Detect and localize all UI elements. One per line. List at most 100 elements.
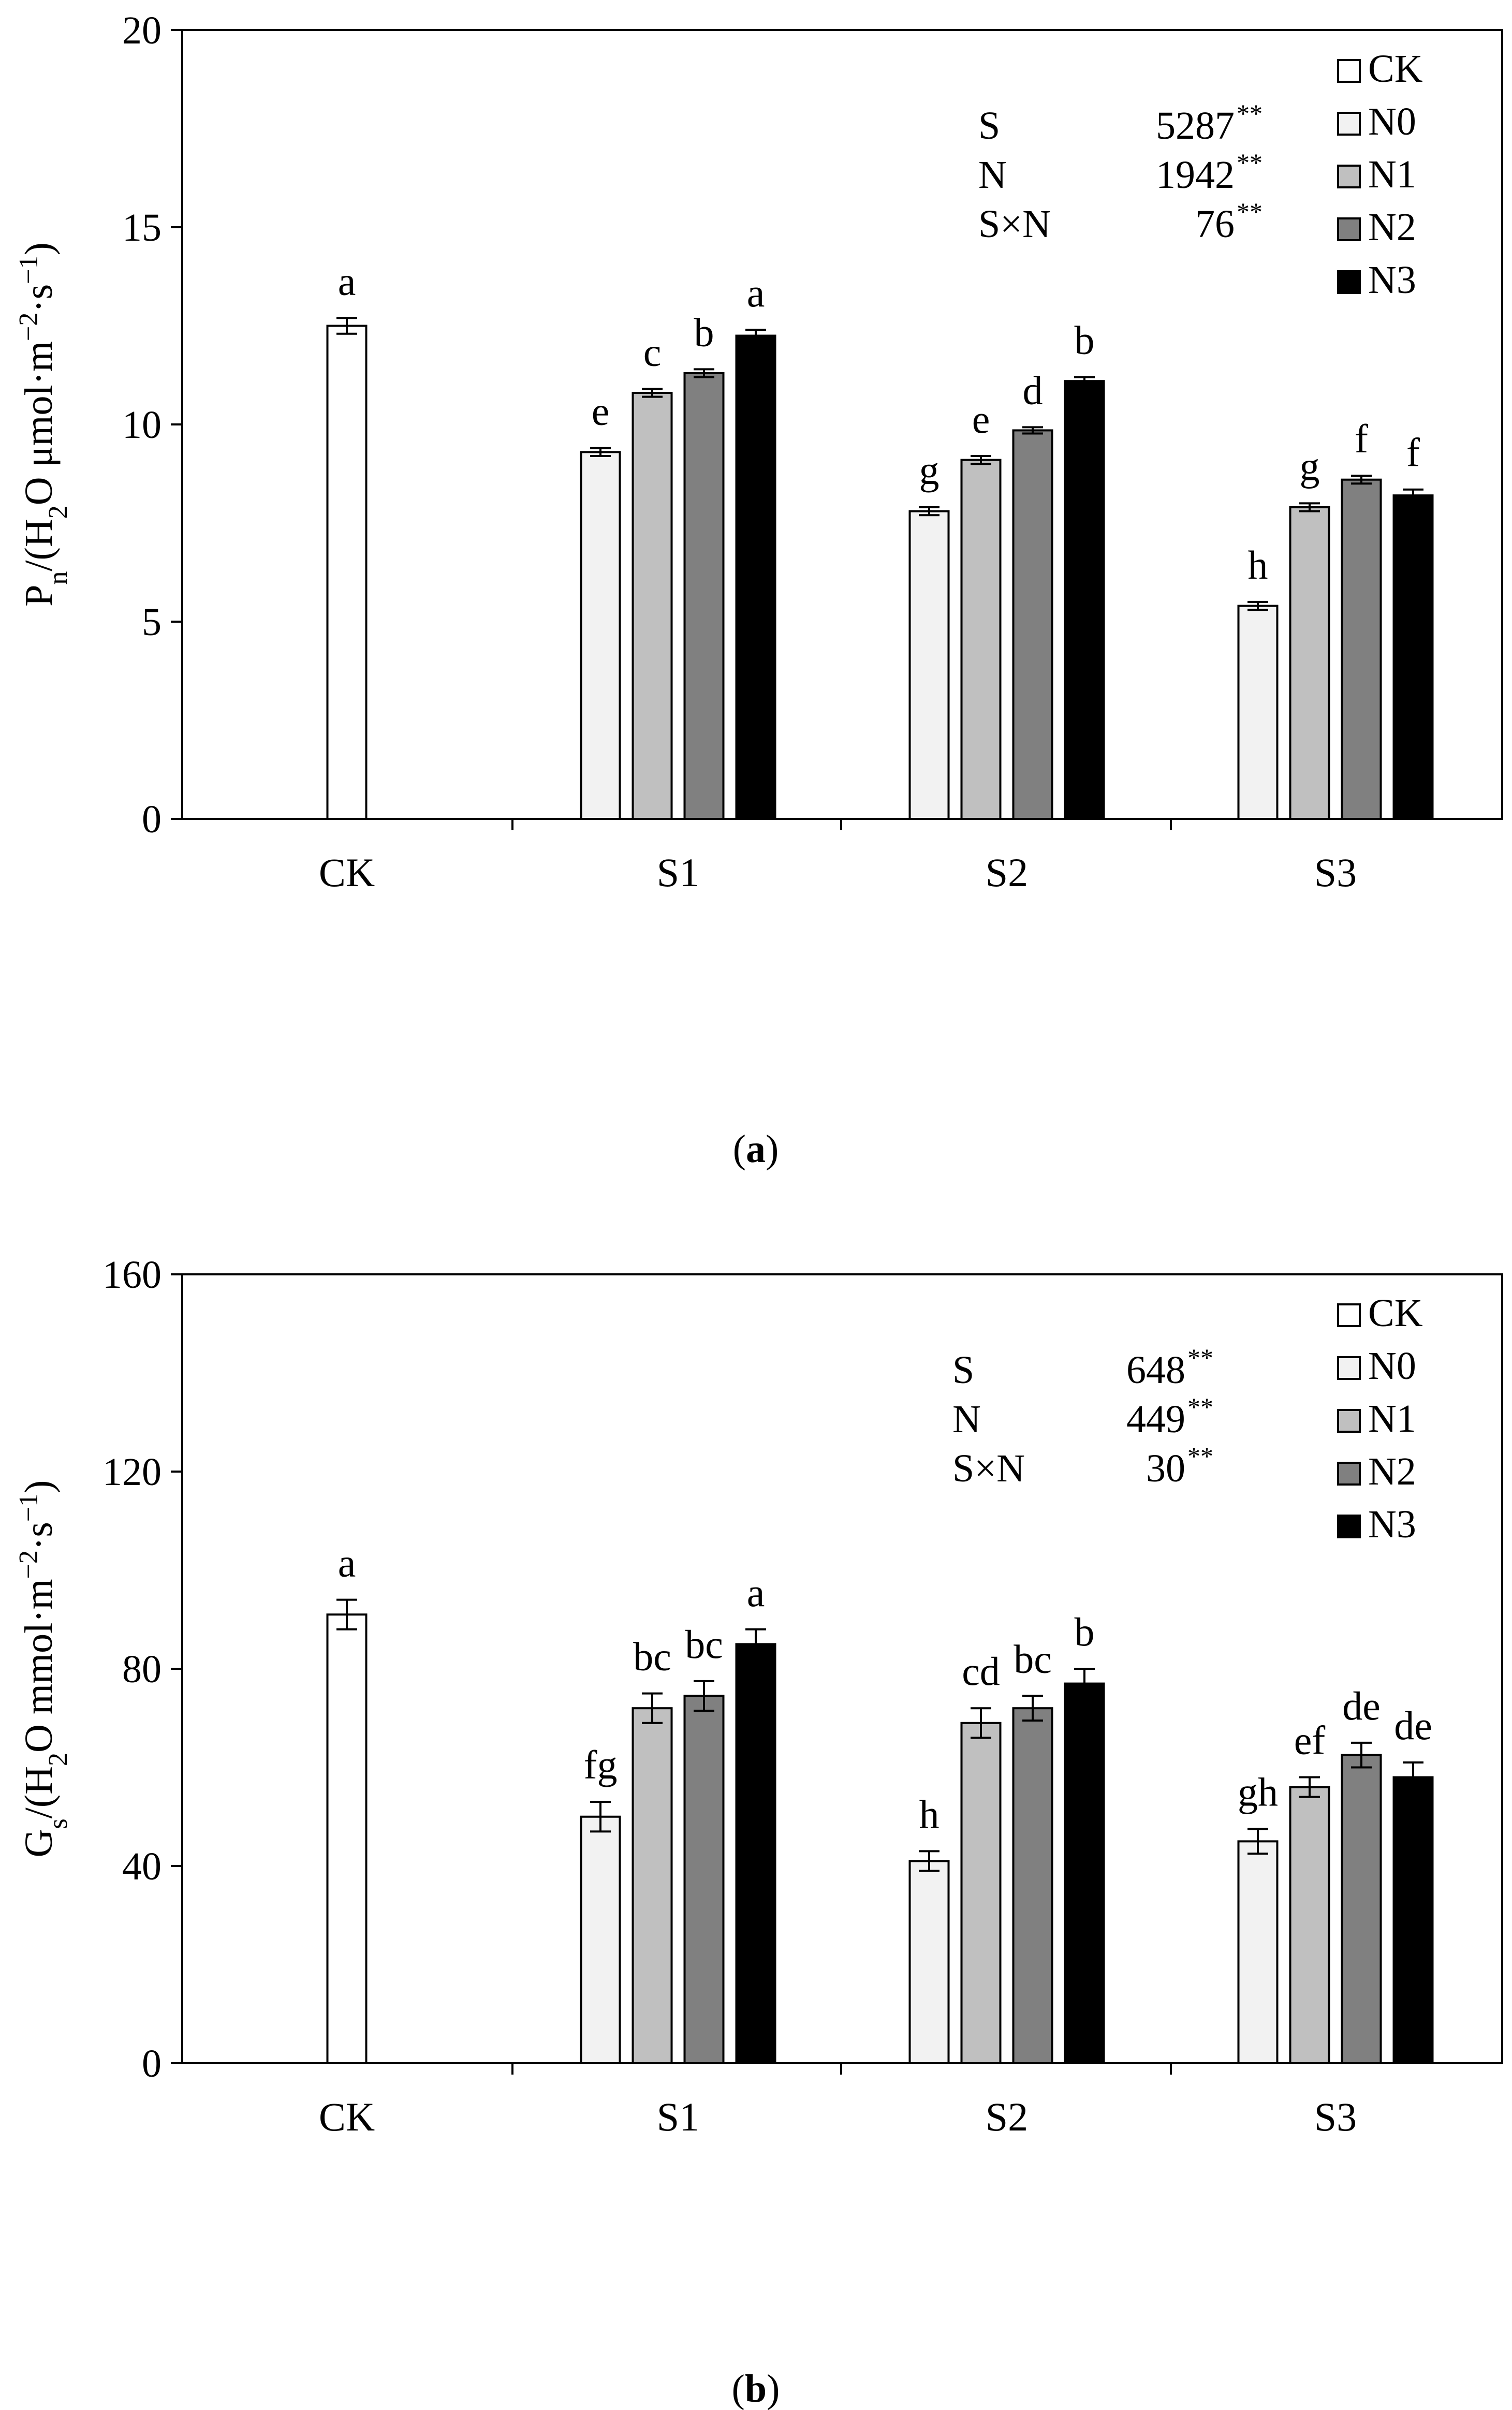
significance-letter: c (643, 329, 662, 374)
bar-N0-S3 (1237, 1840, 1279, 2064)
y-tick-label: 40 (122, 1845, 162, 1888)
significance-letter: h (919, 1791, 940, 1836)
bar-N2-S2 (1012, 1707, 1053, 2064)
significance-letter: h (1248, 542, 1268, 587)
stat-significance: ** (1187, 1343, 1213, 1372)
stat-value: 76 (1195, 202, 1235, 246)
stat-value: 449 (1126, 1398, 1185, 1441)
bar-CK-CK (326, 325, 368, 820)
legend-label-N2: N2 (1368, 205, 1416, 249)
bar-N1-S2 (960, 459, 1002, 820)
significance-letter: g (1300, 444, 1320, 489)
significance-letter: f (1406, 430, 1420, 475)
stat-label: S×N (978, 202, 1051, 246)
x-category-label: S1 (657, 2094, 699, 2139)
significance-letter: bc (1014, 1636, 1052, 1681)
stat-value: 5287 (1156, 104, 1235, 148)
legend-label-N3: N3 (1368, 258, 1416, 302)
significance-letter: cd (962, 1649, 1000, 1694)
y-tick-label: 10 (122, 403, 162, 447)
y-tick-label: 0 (142, 2042, 162, 2085)
legend-label-N2: N2 (1368, 1450, 1416, 1493)
bar-N1-S3 (1289, 1786, 1330, 2065)
significance-letter: bc (633, 1634, 671, 1679)
stat-label: N (952, 1398, 981, 1441)
significance-letter: b (1075, 1609, 1095, 1654)
significance-letter: a (338, 258, 356, 303)
bar-N0-S2 (908, 1860, 950, 2065)
x-category-label: S3 (1314, 2094, 1357, 2139)
legend-swatch-N1 (1337, 1409, 1361, 1433)
bar-N3-S3 (1392, 1776, 1434, 2065)
significance-letter: g (919, 448, 940, 493)
x-category-label: S3 (1314, 850, 1357, 895)
bar-CK-CK (326, 1613, 368, 2065)
bar-N0-S1 (580, 451, 621, 820)
y-tick-label: 160 (102, 1253, 162, 1297)
significance-letter: gh (1238, 1770, 1278, 1815)
significance-letter: b (694, 310, 714, 355)
y-tick-label: 5 (142, 600, 162, 644)
significance-letter: a (747, 1570, 765, 1615)
panel-caption-a: (a) (733, 1127, 779, 1171)
stat-label: S (952, 1348, 974, 1392)
legend-label-N0: N0 (1368, 100, 1416, 143)
legend-swatch-CK (1337, 1303, 1361, 1327)
stat-label: S (978, 104, 1000, 148)
bar-N3-S2 (1064, 1682, 1105, 2064)
bar-N1-S1 (632, 392, 673, 820)
legend-label-N3: N3 (1368, 1503, 1416, 1546)
legend-label-N1: N1 (1368, 153, 1416, 196)
bar-N0-S3 (1237, 605, 1279, 820)
x-category-label: CK (319, 2094, 375, 2139)
stat-significance: ** (1237, 99, 1263, 128)
significance-letter: e (972, 396, 990, 442)
bar-N2-S3 (1341, 478, 1382, 820)
legend-swatch-N0 (1337, 1356, 1361, 1380)
bar-N0-S2 (908, 510, 950, 820)
stat-significance: ** (1187, 1392, 1213, 1421)
significance-letter: fg (584, 1742, 618, 1787)
significance-letter: a (338, 1540, 356, 1585)
x-category-label: S2 (986, 850, 1028, 895)
bar-N1-S1 (632, 1707, 673, 2064)
bar-N1-S2 (960, 1722, 1002, 2064)
bar-N1-S3 (1289, 506, 1330, 820)
x-category-label: S2 (986, 2094, 1028, 2139)
stat-label: S×N (952, 1447, 1025, 1490)
legend-swatch-N2 (1337, 217, 1361, 241)
bar-N3-S2 (1064, 380, 1105, 820)
legend-swatch-N2 (1337, 1462, 1361, 1486)
significance-letter: a (747, 270, 765, 315)
legend-label-CK: CK (1368, 47, 1423, 91)
legend-swatch-N0 (1337, 112, 1361, 136)
x-category-label: CK (319, 850, 375, 895)
legend-label-N0: N0 (1368, 1344, 1416, 1388)
stat-value: 648 (1126, 1348, 1185, 1392)
bar-N3-S1 (735, 334, 776, 820)
y-tick-label: 15 (122, 206, 162, 249)
bar-N2-S3 (1341, 1754, 1382, 2064)
y-axis-label: Pn/(H2O μmol·m−2·s−1) (14, 242, 73, 607)
stat-label: N (978, 153, 1007, 197)
legend-swatch-N1 (1337, 165, 1361, 188)
stat-significance: ** (1187, 1442, 1213, 1471)
significance-letter: b (1075, 318, 1095, 363)
bar-N2-S2 (1012, 429, 1053, 820)
significance-letter: d (1023, 368, 1043, 413)
significance-letter: de (1342, 1683, 1381, 1728)
bar-N3-S3 (1392, 494, 1434, 820)
bar-N2-S1 (683, 1695, 725, 2064)
y-tick-label: 20 (122, 9, 162, 52)
stat-value: 30 (1146, 1447, 1185, 1490)
legend-swatch-CK (1337, 59, 1361, 83)
stat-significance: ** (1237, 148, 1263, 177)
legend-swatch-N3 (1337, 270, 1361, 294)
y-axis-label: Gs/(H2O mmol·m−2·s−1) (14, 1480, 73, 1858)
stat-significance: ** (1237, 197, 1263, 226)
bar-N3-S1 (735, 1643, 776, 2064)
y-tick-label: 0 (142, 798, 162, 841)
panel-caption-b: (b) (732, 2367, 780, 2410)
